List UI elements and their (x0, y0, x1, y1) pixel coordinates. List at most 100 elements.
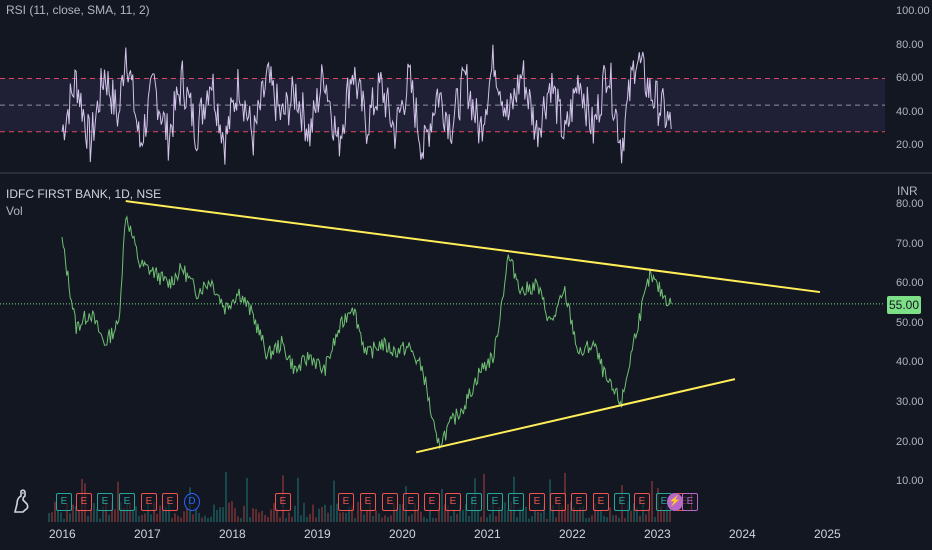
volume-bar (396, 507, 398, 522)
earnings-badge[interactable]: E (76, 493, 92, 511)
rsi-axis-tick: 60.00 (896, 72, 924, 84)
x-axis-tick: 2017 (134, 527, 161, 541)
earnings-badge[interactable]: E (487, 493, 503, 511)
earnings-badge[interactable]: E (97, 493, 113, 511)
earnings-badge[interactable]: E (634, 493, 650, 511)
volume-bar (612, 515, 614, 522)
volume-bar (129, 501, 131, 522)
volume-bar (516, 517, 518, 522)
volume-bar (525, 506, 527, 522)
earnings-badge[interactable]: E (162, 493, 178, 511)
volume-bar (219, 507, 221, 522)
volume-bar (183, 511, 185, 522)
earnings-badge[interactable]: E (141, 493, 157, 511)
volume-bar (321, 506, 323, 522)
volume-bar (501, 505, 503, 522)
volume-bar (213, 504, 215, 522)
x-axis-tick: 2025 (814, 527, 841, 541)
tradingview-logo-icon[interactable] (11, 488, 33, 514)
volume-bar (252, 508, 254, 522)
volume-bar (198, 512, 200, 522)
volume-bar (303, 502, 305, 522)
volume-bar (390, 515, 392, 522)
volume-bar (69, 513, 71, 522)
volume-bar (624, 518, 626, 522)
volume-bar (456, 513, 458, 522)
earnings-badge[interactable]: E (360, 493, 376, 511)
earnings-badge[interactable]: E (614, 493, 630, 511)
volume-bar (540, 512, 542, 522)
volume-bar (243, 505, 245, 522)
volume-bar (111, 501, 113, 522)
volume-bar (315, 517, 317, 522)
earnings-badge[interactable]: E (550, 493, 566, 511)
volume-bar (225, 472, 227, 522)
volume-bar (354, 517, 356, 522)
earnings-badge[interactable]: E (424, 493, 440, 511)
volume-bar (531, 516, 533, 522)
volume-bar (114, 509, 116, 522)
volume-bar (444, 504, 446, 522)
volume-bar (663, 510, 665, 522)
x-axis-tick: 2023 (644, 527, 671, 541)
volume-bar (546, 518, 548, 522)
x-axis-tick: 2016 (49, 527, 76, 541)
lower-trendline[interactable] (415, 378, 736, 454)
volume-bar (351, 505, 353, 522)
volume-bar (294, 505, 296, 522)
volume-bar (279, 517, 281, 522)
volume-bar (357, 501, 359, 522)
volume-bar (297, 477, 299, 522)
volume-bar (642, 502, 644, 522)
earnings-badge[interactable]: E (403, 493, 419, 511)
volume-bar (651, 480, 653, 522)
volume-bar (231, 501, 233, 522)
volume-bar (609, 507, 611, 522)
volume-bar (375, 510, 377, 522)
earnings-badge[interactable]: E (119, 493, 135, 511)
earnings-badge[interactable]: E (593, 493, 609, 511)
volume-bar (585, 518, 587, 522)
volume-bar (117, 481, 119, 522)
volume-bar (126, 504, 128, 522)
volume-bar (336, 503, 338, 522)
volume-bar (582, 506, 584, 522)
split-badge[interactable]: ⚡ (667, 493, 683, 511)
volume-bar (459, 504, 461, 522)
volume-bar (669, 502, 671, 522)
volume-bar (177, 515, 179, 522)
volume-bar (450, 516, 452, 522)
volume-bar (162, 505, 164, 522)
volume-bar (207, 517, 209, 522)
earnings-badge[interactable]: E (275, 493, 291, 511)
dividend-badge[interactable]: D (184, 493, 200, 511)
rsi-axis-tick: 40.00 (896, 105, 924, 118)
volume-bar (495, 516, 497, 522)
price-axis-tick: 70.00 (896, 237, 924, 250)
volume-bar (573, 506, 575, 522)
earnings-badge[interactable]: E (682, 493, 698, 511)
volume-bar (387, 517, 389, 522)
volume-bar (504, 502, 506, 522)
earnings-badge[interactable]: E (338, 493, 354, 511)
earnings-badge[interactable]: E (382, 493, 398, 511)
volume-bar (66, 503, 68, 522)
volume-bar (180, 517, 182, 522)
volume-bar (339, 512, 341, 522)
volume-bar (420, 511, 422, 522)
earnings-badge[interactable]: E (571, 493, 587, 511)
volume-bar (138, 516, 140, 522)
earnings-badge[interactable]: E (529, 493, 545, 511)
earnings-badge[interactable]: E (508, 493, 524, 511)
volume-bar (186, 507, 188, 522)
upper-trendline[interactable] (125, 200, 821, 294)
earnings-badge[interactable]: E (56, 493, 72, 511)
earnings-badge[interactable]: E (445, 493, 461, 511)
rsi-series-line (61, 44, 672, 165)
volume-bar (300, 515, 302, 522)
earnings-badge[interactable]: E (466, 493, 482, 511)
volume-bar (342, 512, 344, 522)
volume-bar (423, 516, 425, 522)
volume-bar (441, 488, 443, 522)
